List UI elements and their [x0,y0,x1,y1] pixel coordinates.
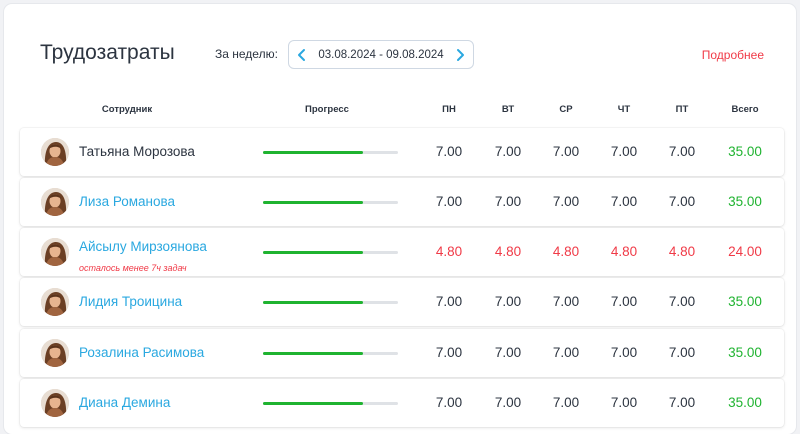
day-hours-cell: 7.00 [494,194,522,209]
labor-costs-card: Трудозатраты За неделю: 03.08.2024 - 09.… [4,4,796,434]
progress-bar-fill [263,301,363,304]
day-hours-cell: 7.00 [668,194,696,209]
total-hours-cell: 35.00 [728,144,762,159]
table-row[interactable]: Диана Демина 7.00 7.00 7.00 7.00 7.00 35.00 [20,379,784,427]
day-hours-cell: 7.00 [435,194,463,209]
day-hours-cell: 7.00 [494,395,522,410]
avatar [41,339,69,367]
day-hours-cell: 7.00 [610,194,638,209]
progress-bar [263,151,398,154]
week-range: 03.08.2024 - 09.08.2024 [318,49,444,61]
low-tasks-warning: осталось менее 7ч задач [79,263,187,273]
day-hours-cell: 7.00 [435,395,463,410]
col-header-mon[interactable]: ПН [442,104,456,115]
employee-name: Татьяна Морозова [79,144,195,159]
day-hours-cell: 7.00 [435,294,463,309]
table-row[interactable]: Лидия Троицина 7.00 7.00 7.00 7.00 7.00 35.00 [20,278,784,326]
day-hours-cell: 7.00 [668,395,696,410]
progress-bar [263,201,398,204]
more-details-link[interactable]: Подробнее [701,48,764,62]
progress-bar [263,301,398,304]
day-hours-cell: 7.00 [552,194,580,209]
col-header-fri[interactable]: ПТ [675,104,689,115]
progress-bar [263,352,398,355]
table-row[interactable]: Айсылу Мирзоянова осталось менее 7ч задач… [20,228,784,276]
day-hours-cell: 7.00 [552,294,580,309]
day-hours-cell: 7.00 [668,345,696,360]
day-hours-cell: 7.00 [494,345,522,360]
day-hours-cell: 7.00 [494,294,522,309]
progress-bar-fill [263,151,363,154]
total-hours-cell: 35.00 [728,345,762,360]
col-header-tue[interactable]: ВТ [501,104,515,115]
day-hours-cell: 7.00 [610,345,638,360]
progress-bar-fill [263,251,363,254]
avatar [41,238,69,266]
total-hours-cell: 35.00 [728,194,762,209]
day-hours-cell: 4.80 [552,244,580,259]
table-row[interactable]: Лиза Романова 7.00 7.00 7.00 7.00 7.00 35.00 [20,178,784,226]
week-picker[interactable]: 03.08.2024 - 09.08.2024 [288,40,474,69]
progress-bar-fill [263,352,363,355]
progress-bar [263,402,398,405]
total-hours-cell: 35.00 [728,395,762,410]
employee-name[interactable]: Диана Демина [79,395,171,410]
col-header-total[interactable]: Всего [731,104,759,115]
table-row[interactable]: Татьяна Морозова 7.00 7.00 7.00 7.00 7.00 35.0… [20,128,784,176]
employee-name[interactable]: Лиза Романова [79,194,176,209]
week-label: За неделю: [215,47,278,61]
day-hours-cell: 4.80 [668,244,696,259]
avatar [41,188,69,216]
progress-bar-fill [263,201,363,204]
col-header-thu[interactable]: ЧТ [617,104,631,115]
day-hours-cell: 7.00 [494,144,522,159]
chevron-left-icon[interactable] [295,47,309,63]
employee-name[interactable]: Розалина Расимова [79,345,205,360]
day-hours-cell: 7.00 [435,144,463,159]
day-hours-cell: 7.00 [552,395,580,410]
progress-bar-fill [263,402,363,405]
avatar [41,138,69,166]
day-hours-cell: 7.00 [668,294,696,309]
avatar [41,389,69,417]
total-hours-cell: 35.00 [728,294,762,309]
progress-bar [263,251,398,254]
day-hours-cell: 7.00 [552,144,580,159]
day-hours-cell: 7.00 [668,144,696,159]
day-hours-cell: 4.80 [494,244,522,259]
employee-name[interactable]: Лидия Троицина [79,294,183,309]
day-hours-cell: 7.00 [552,345,580,360]
table-row[interactable]: Розалина Расимова 7.00 7.00 7.00 7.00 7.00 35.… [20,329,784,377]
day-hours-cell: 4.80 [435,244,463,259]
day-hours-cell: 7.00 [610,144,638,159]
avatar [41,288,69,316]
day-hours-cell: 7.00 [610,395,638,410]
total-hours-cell: 24.00 [728,244,762,259]
col-header-progress[interactable]: Прогресс [305,104,349,115]
chevron-right-icon[interactable] [453,47,467,63]
page-title: Трудозатраты [40,41,175,64]
employee-name[interactable]: Айсылу Мирзоянова [79,239,207,254]
col-header-employee[interactable]: Сотрудник [101,104,153,115]
col-header-wed[interactable]: СР [559,104,573,115]
day-hours-cell: 4.80 [610,244,638,259]
day-hours-cell: 7.00 [435,345,463,360]
day-hours-cell: 7.00 [610,294,638,309]
